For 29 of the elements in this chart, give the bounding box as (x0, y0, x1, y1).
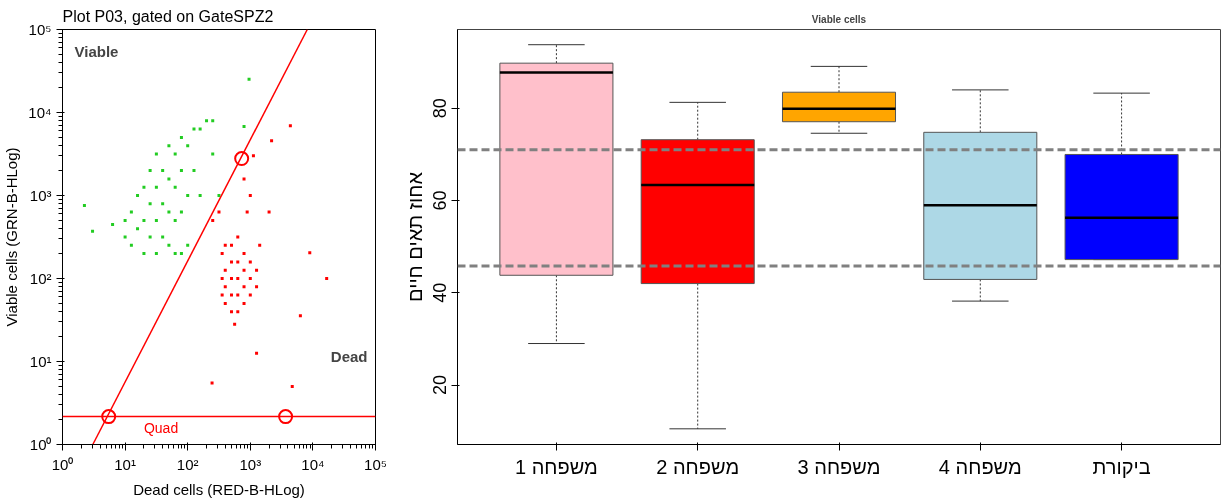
y-axis-title: אחוז תאים חיים (403, 171, 426, 302)
y-tick-label: 40 (430, 282, 451, 303)
x-tick-label: 10³ (239, 455, 262, 473)
chart-title: Viable cells (811, 13, 867, 25)
y-tick-label: 10⁰ (29, 436, 52, 453)
y-tick-label: 10³ (29, 187, 52, 204)
x-tick-label: משפחה 1 (514, 455, 598, 478)
y-tick-label: 10¹ (29, 353, 52, 370)
x-tick-label: משפחה 2 (656, 455, 740, 478)
x-tick-label: 10¹ (114, 455, 136, 473)
y-tick-label: 10⁴ (28, 104, 52, 121)
y-tick-label: 10² (29, 270, 52, 287)
x-axis-title: Dead cells (RED-B-HLog) (133, 480, 305, 498)
y-tick-label: 10⁵ (28, 21, 52, 38)
x-tick-label: משפחה 3 (797, 455, 881, 478)
y-axis-title: Viable cells (GRN-B-HLog) (3, 147, 21, 327)
y-tick-label: 20 (430, 375, 451, 396)
x-tick-label: 10⁴ (301, 455, 325, 473)
x-tick-label: 10⁵ (364, 455, 387, 473)
y-tick-label: 60 (430, 190, 451, 211)
x-tick-label: משפחה 4 (938, 455, 1022, 478)
x-tick-label: ביקורת (1092, 455, 1151, 478)
x-tick-label: 10⁰ (51, 455, 74, 473)
chart-title: Plot P03, gated on GateSPZ2 (62, 7, 274, 25)
annotation: Dead (330, 347, 368, 365)
annotation: Viable (74, 42, 119, 60)
x-tick-label: 10² (176, 455, 199, 473)
y-tick-label: 80 (430, 98, 451, 119)
ref-line-label: Quad (143, 419, 179, 436)
